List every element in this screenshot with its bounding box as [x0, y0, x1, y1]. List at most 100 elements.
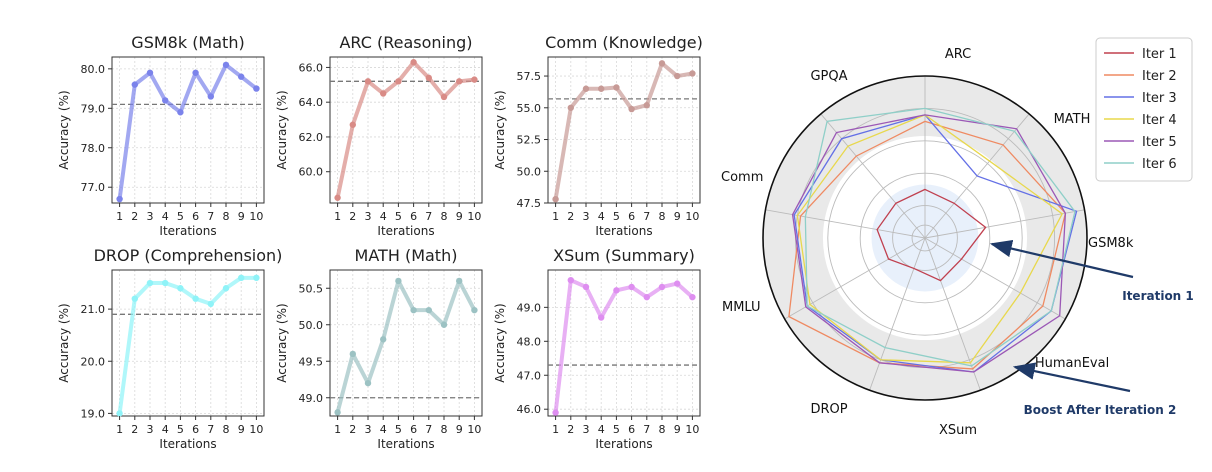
x-tick-label: 8 — [659, 423, 666, 436]
data-point — [364, 379, 372, 387]
data-point — [222, 285, 230, 292]
x-tick-label: 10 — [685, 210, 699, 223]
data-point — [567, 276, 574, 284]
data-point — [440, 93, 448, 101]
x-tick-label: 6 — [410, 423, 417, 436]
radar-axis-label: Comm — [721, 170, 763, 185]
series-line — [117, 62, 258, 200]
data-point — [238, 73, 245, 80]
y-tick-label: 66.0 — [299, 61, 324, 74]
panel-3: 1 2 3 4 5 6 7 8 9 10 19.0 20.0 21.0 DROP (Comprehensi… — [57, 246, 282, 451]
x-tick-label: 2 — [131, 423, 138, 436]
x-tick-label: 10 — [249, 210, 263, 223]
y-tick-label: 62.0 — [299, 131, 324, 144]
series-line — [553, 278, 694, 413]
radar-axis-label: HumanEval — [1035, 356, 1109, 371]
x-tick-label: 7 — [207, 423, 214, 436]
data-point — [192, 295, 199, 302]
x-tick-label: 4 — [162, 423, 169, 436]
radar-series-6 — [804, 107, 1076, 367]
x-tick-label: 5 — [395, 423, 402, 436]
data-point — [582, 283, 590, 291]
data-point — [552, 409, 559, 416]
data-point — [440, 321, 448, 328]
data-point — [613, 287, 620, 294]
y-tick-label: 50.5 — [299, 282, 324, 295]
panel-title: GSM8k (Math) — [131, 33, 244, 52]
data-point — [207, 93, 214, 100]
radar-border — [762, 75, 1088, 401]
legend-label: Iter 1 — [1142, 47, 1177, 62]
series-line — [335, 60, 475, 199]
x-tick-label: 1 — [552, 210, 559, 223]
x-tick-label: 9 — [238, 210, 245, 223]
x-tick-label: 9 — [238, 423, 245, 436]
data-point — [177, 285, 184, 292]
data-point — [207, 300, 214, 308]
radar-axis-label: MATH — [1054, 112, 1091, 127]
data-point — [131, 295, 138, 302]
panel-4: 1 2 3 4 5 6 7 8 9 10 49.0 49.5 50.0 50.5 MATH (Math) It… — [275, 246, 483, 451]
data-point — [425, 74, 432, 82]
data-point — [425, 306, 432, 314]
y-tick-label: 21.0 — [81, 303, 106, 316]
x-tick-label: 5 — [177, 210, 184, 223]
data-point — [628, 105, 635, 113]
legend-box — [1095, 37, 1193, 182]
panel-5: 1 2 3 4 5 6 7 8 9 10 46.0 47.0 48.0 49.0 XSum (Summary… — [493, 246, 701, 451]
y-tick-label: 47.0 — [517, 369, 542, 382]
panel-title: MATH (Math) — [355, 246, 458, 265]
y-tick-label: 77.0 — [81, 181, 106, 194]
data-point — [395, 277, 402, 285]
data-point — [643, 293, 650, 301]
data-point — [567, 104, 574, 111]
data-point — [689, 293, 696, 301]
data-point — [658, 60, 666, 67]
x-tick-label: 4 — [598, 210, 605, 223]
data-point — [598, 314, 605, 321]
data-point — [253, 274, 260, 282]
x-axis-label: Iterations — [159, 224, 216, 238]
panel-title: ARC (Reasoning) — [339, 33, 472, 52]
x-tick-label: 5 — [395, 210, 402, 223]
y-tick-label: 50.0 — [517, 165, 542, 178]
data-point — [410, 306, 417, 314]
x-tick-label: 7 — [643, 423, 650, 436]
axes-frame — [329, 269, 483, 417]
x-tick-label: 8 — [441, 423, 448, 436]
x-tick-label: 1 — [116, 423, 123, 436]
data-point — [456, 277, 463, 285]
x-tick-label: 7 — [425, 210, 432, 223]
x-tick-label: 7 — [643, 210, 650, 223]
radar-spoke — [869, 237, 926, 391]
radar-spoke — [924, 237, 981, 391]
x-axis-label: Iterations — [377, 224, 434, 238]
radar-axis-label: GSM8k — [1088, 236, 1134, 251]
x-tick-label: 5 — [613, 423, 620, 436]
panel-2: 1 2 3 4 5 6 7 8 9 10 47.5 50.0 52.5 55.0 57.5 Comm (Kno… — [493, 33, 703, 238]
data-point — [689, 70, 696, 77]
x-tick-label: 9 — [456, 210, 463, 223]
panel-1: 1 2 3 4 5 6 7 8 9 10 60.0 62.0 64.0 66.0 ARC (Reasonin… — [275, 33, 483, 238]
legend-label: Iter 4 — [1142, 113, 1177, 128]
x-tick-label: 3 — [365, 210, 372, 223]
data-point — [658, 283, 666, 291]
radar-spoke — [784, 237, 926, 320]
legend-label: Iter 6 — [1142, 157, 1177, 172]
x-tick-label: 3 — [147, 210, 154, 223]
radar-spoke — [820, 113, 926, 239]
axes-frame — [111, 269, 265, 417]
x-tick-label: 5 — [177, 423, 184, 436]
x-tick-label: 7 — [207, 210, 214, 223]
y-tick-label: 19.0 — [81, 407, 106, 420]
y-axis-label: Accuracy (%) — [275, 303, 289, 382]
x-tick-label: 3 — [147, 423, 154, 436]
x-tick-label: 3 — [365, 423, 372, 436]
x-tick-label: 4 — [380, 423, 387, 436]
x-axis-label: Iterations — [595, 437, 652, 451]
y-tick-label: 52.5 — [517, 134, 542, 147]
data-point — [628, 283, 635, 291]
x-tick-label: 10 — [467, 423, 481, 436]
annotation-label: Boost After Iteration 2 — [1024, 403, 1177, 417]
